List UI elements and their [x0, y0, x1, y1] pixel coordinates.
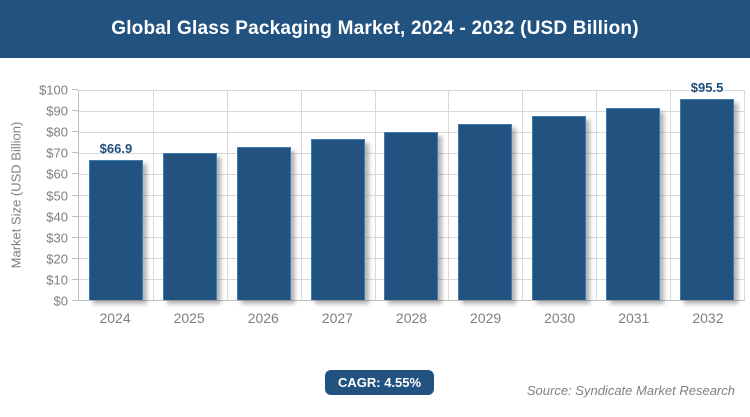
x-tick-label: 2027	[321, 310, 353, 326]
vertical-gridline	[670, 90, 672, 300]
y-tick-mark	[72, 110, 78, 112]
source-text: Source: Syndicate Market Research	[526, 383, 735, 398]
y-tick-label: $60	[46, 166, 68, 182]
y-tick-mark	[72, 300, 78, 301]
y-tick-label: $10	[46, 272, 68, 288]
y-tick-label: $70	[46, 145, 68, 161]
y-tick-mark	[72, 89, 78, 90]
vertical-gridline	[152, 90, 154, 300]
bar	[310, 139, 365, 300]
vertical-gridline	[522, 90, 524, 300]
bar	[162, 153, 217, 300]
bar-slot	[522, 90, 596, 300]
y-tick-label: $90	[46, 103, 68, 119]
vertical-gridline	[374, 90, 376, 300]
bar-value-label: $95.5	[690, 80, 724, 96]
bar-slot	[448, 90, 522, 300]
y-tick-mark	[72, 152, 78, 154]
bar	[458, 124, 513, 300]
y-axis-tick-labels: $0 $10 $20 $30 $40 $50 $60 $70 $80 $90 $100	[0, 83, 68, 309]
vertical-gridline	[448, 90, 450, 300]
bar	[236, 146, 291, 300]
x-tick-label: 2025	[173, 310, 205, 326]
y-tick-label: $80	[46, 124, 68, 140]
horizontal-gridline	[79, 90, 744, 91]
y-tick-label: $0	[53, 293, 68, 309]
bar	[532, 116, 587, 300]
bar-slot	[375, 90, 449, 300]
bar-slot: $95.5	[670, 80, 744, 300]
bar	[680, 99, 735, 300]
bar	[606, 108, 661, 300]
vertical-gridline	[596, 90, 598, 300]
bar-value-label: $66.9	[99, 140, 133, 156]
x-tick-label: 2029	[470, 310, 502, 326]
bar-slot	[153, 90, 227, 300]
y-tick-label: $40	[46, 209, 68, 225]
vertical-gridline	[226, 90, 228, 300]
bar	[384, 132, 439, 300]
y-tick-mark	[72, 215, 78, 217]
x-tick-label: 2024	[99, 310, 131, 326]
x-tick-label: 2030	[544, 310, 576, 326]
y-tick-mark	[72, 131, 78, 133]
y-tick-label: $20	[46, 251, 68, 267]
y-tick-label: $50	[46, 188, 68, 203]
x-axis-tick-labels: 2024 2025 2026 2027 2028 2029 2030 2031 2032	[78, 310, 745, 326]
chart-title: Global Glass Packaging Market, 2024 - 20…	[111, 18, 639, 39]
x-tick-label: 2026	[247, 310, 279, 326]
y-tick-mark	[72, 278, 78, 280]
y-axis-tick-marks	[72, 89, 78, 301]
cagr-badge: CAGR: 4.55%	[325, 370, 435, 395]
bar	[88, 159, 143, 300]
vertical-gridline	[300, 90, 302, 300]
x-tick-label: 2028	[395, 310, 428, 326]
y-tick-mark	[72, 194, 78, 196]
x-tick-label: 2031	[618, 310, 650, 326]
y-tick-label: $30	[46, 230, 68, 246]
bar-slot: $66.9	[79, 90, 153, 300]
chart-title-bar: Global Glass Packaging Market, 2024 - 20…	[0, 0, 750, 58]
x-tick-label: 2032	[692, 310, 724, 326]
y-tick-mark	[72, 173, 78, 175]
horizontal-gridline	[79, 111, 744, 112]
y-tick-mark	[72, 236, 78, 238]
y-tick-label: $100	[39, 82, 68, 98]
bar-slot	[596, 90, 670, 300]
bar-slot	[227, 90, 301, 300]
bar-slot	[301, 90, 375, 300]
y-tick-mark	[72, 257, 78, 259]
plot-area: $66.9 $95.5	[78, 80, 745, 301]
